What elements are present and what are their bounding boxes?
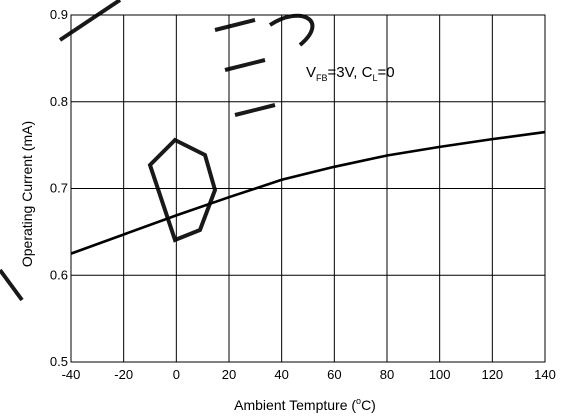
x-axis-title-prefix: Ambient Temptu	[234, 397, 335, 413]
series-line	[70, 130, 546, 255]
annot-v-eq: =3V, C	[328, 64, 373, 81]
x-tick-label: 140	[534, 367, 556, 382]
y-axis-ticks: 0.5 0.6 0.7 0.8 0.9	[50, 7, 68, 369]
x-tick-label: 100	[429, 367, 451, 382]
condition-annotation: VFB=3V, CL=0	[306, 64, 395, 83]
y-tick-label: 0.9	[50, 7, 68, 22]
x-tick-label: 20	[222, 367, 236, 382]
x-axis-title-suffix: C)	[361, 397, 376, 413]
x-tick-label: 60	[327, 367, 341, 382]
x-tick-label: 120	[481, 367, 503, 382]
annot-v-sub: FB	[316, 73, 328, 83]
x-tick-label: -40	[62, 367, 81, 382]
x-axis-title-degree: o	[356, 396, 361, 406]
y-tick-label: 0.8	[50, 94, 68, 109]
x-tick-label: 0	[173, 367, 180, 382]
annot-v: V	[306, 64, 316, 81]
x-axis-title: Ambient Tempture (oC)	[234, 396, 376, 413]
y-tick-label: 0.5	[50, 354, 68, 369]
watermark	[0, 0, 315, 302]
annot-c-sub: L	[372, 73, 377, 83]
x-tick-label: 40	[274, 367, 288, 382]
x-axis-ticks: -40 -20 0 20 40 60 80 100 120 140	[62, 367, 556, 382]
annot-c-eq: =0	[377, 64, 394, 81]
y-tick-label: 0.7	[50, 181, 68, 196]
x-tick-label: 80	[380, 367, 394, 382]
y-tick-label: 0.6	[50, 267, 68, 282]
y-axis-title: Operating Current (mA)	[19, 121, 35, 267]
x-tick-label: -20	[114, 367, 133, 382]
x-axis-title-middle: re (	[335, 397, 356, 413]
plot-frame	[70, 14, 546, 363]
